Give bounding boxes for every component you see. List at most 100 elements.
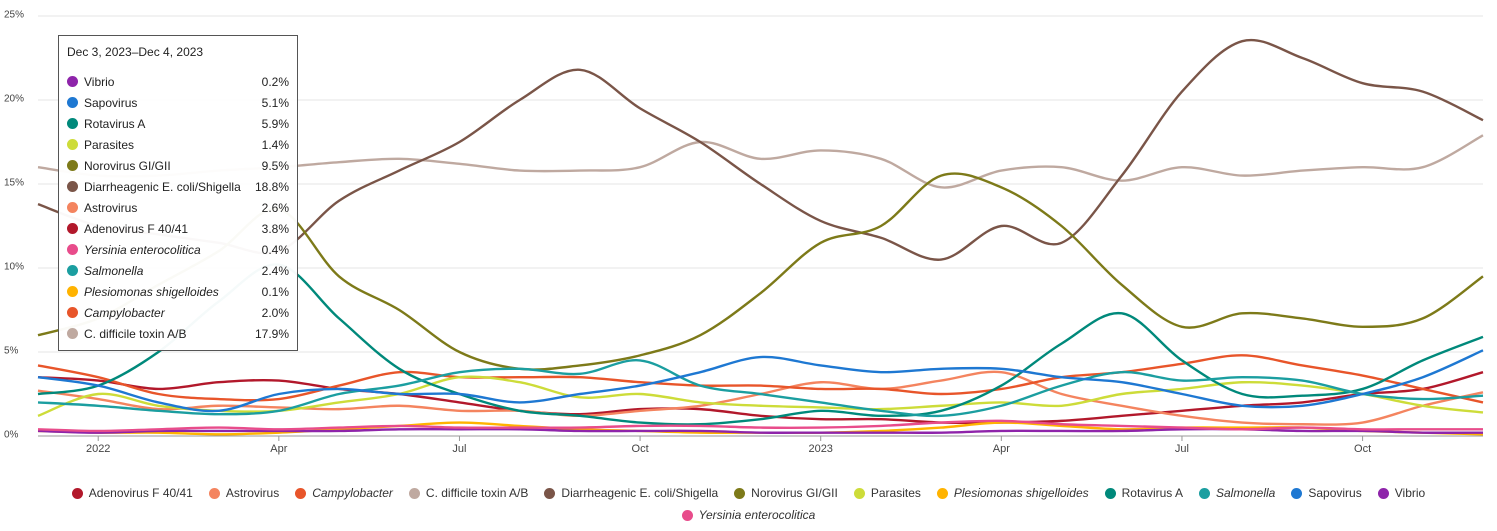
- tooltip-name: Adenovirus F 40/41: [84, 221, 189, 236]
- tooltip-name: C. difficile toxin A/B: [84, 326, 187, 341]
- tooltip-swatch: [67, 97, 78, 108]
- tooltip-swatch: [67, 265, 78, 276]
- tooltip-value: 1.4%: [261, 137, 289, 152]
- tooltip-row: Astrovirus 2.6%: [67, 197, 289, 218]
- series-line: [37, 419, 1483, 433]
- tooltip-swatch: [67, 202, 78, 213]
- legend-item: Salmonella: [1198, 486, 1275, 500]
- tooltip-name: Yersinia enterocolitica: [84, 242, 201, 257]
- legend-item: Diarrheagenic E. coli/Shigella: [544, 486, 718, 500]
- tooltip-row: Salmonella 2.4%: [67, 260, 289, 281]
- x-tick-label: 2022: [86, 443, 110, 455]
- x-tick-label: Apr: [270, 443, 287, 455]
- legend-label: Parasites: [870, 486, 921, 500]
- y-tick-label: 15%: [4, 178, 24, 189]
- legend-label: Sapovirus: [1308, 486, 1362, 500]
- legend-swatch: [1377, 487, 1389, 499]
- tooltip-swatch: [67, 223, 78, 234]
- legend-swatch: [1104, 487, 1116, 499]
- legend-label: Astrovirus: [225, 486, 280, 500]
- x-tick-label: Oct: [1354, 443, 1371, 455]
- x-tick-label: Apr: [993, 443, 1010, 455]
- legend-swatch: [681, 509, 693, 521]
- series-line: [37, 349, 1484, 413]
- tooltip-row: Campylobacter 2.0%: [67, 302, 289, 323]
- tooltip-row: Adenovirus F 40/41 3.8%: [67, 218, 289, 239]
- legend-label: Campylobacter: [312, 486, 393, 500]
- legend-item: Astrovirus: [208, 486, 280, 500]
- tooltip-row: Parasites 1.4%: [67, 134, 289, 155]
- tooltip-swatch: [67, 76, 78, 87]
- tooltip-swatch: [67, 286, 78, 297]
- tooltip-name: Parasites: [84, 137, 135, 152]
- tooltip-name: Campylobacter: [84, 305, 165, 320]
- legend-item: Rotavirus A: [1104, 486, 1183, 500]
- legend-item: Norovirus GI/GII: [734, 486, 838, 500]
- tooltip-swatch: [67, 307, 78, 318]
- tooltip-name: Plesiomonas shigelloides: [84, 284, 219, 299]
- y-tick-label: 5%: [4, 346, 19, 357]
- tooltip-row: C. difficile toxin A/B 17.9%: [67, 323, 289, 344]
- legend-label: Vibrio: [1394, 486, 1426, 500]
- tooltip-value: 0.2%: [261, 74, 289, 89]
- tooltip-name: Norovirus GI/GII: [84, 158, 171, 173]
- legend-label: Adenovirus F 40/41: [88, 486, 193, 500]
- y-tick-label: 10%: [4, 262, 24, 273]
- tooltip-swatch: [67, 139, 78, 150]
- tooltip-value: 0.4%: [261, 242, 289, 257]
- legend-item: Adenovirus F 40/41: [71, 486, 193, 500]
- legend-swatch: [1291, 487, 1303, 499]
- y-tick-label: 0%: [4, 430, 19, 441]
- tooltip-value: 0.1%: [261, 284, 289, 299]
- tooltip-row: Diarrheagenic E. coli/Shigella 18.8%: [67, 176, 289, 197]
- tooltip-row: Yersinia enterocolitica 0.4%: [67, 239, 289, 260]
- legend-item: Plesiomonas shigelloides: [936, 486, 1089, 500]
- legend-swatch: [1198, 487, 1210, 499]
- tooltip-title: Dec 3, 2023–Dec 4, 2023: [67, 45, 204, 59]
- tooltip-value: 18.8%: [254, 179, 289, 194]
- legend-swatch: [208, 487, 220, 499]
- tooltip-value: 5.9%: [261, 116, 289, 131]
- tooltip-row: Norovirus GI/GII 9.5%: [67, 155, 289, 176]
- legend-label: Diarrheagenic E. coli/Shigella: [561, 486, 719, 500]
- legend-item: Parasites: [853, 486, 921, 500]
- tooltip-name: Rotavirus A: [84, 116, 146, 131]
- tooltip: Dec 3, 2023–Dec 4, 2023 Vibrio 0.2% Sapovi…: [58, 35, 298, 351]
- legend-label: Plesiomonas shigelloides: [953, 486, 1089, 500]
- tooltip-name: Salmonella: [84, 263, 144, 278]
- legend-item: Yersinia enterocolitica: [681, 508, 816, 522]
- legend-label: Yersinia enterocolitica: [698, 508, 816, 522]
- tooltip-row: Sapovirus 5.1%: [67, 92, 289, 113]
- tooltip-name: Vibrio: [84, 74, 115, 89]
- legend-swatch: [408, 487, 420, 499]
- tooltip-row: Rotavirus A 5.9%: [67, 113, 289, 134]
- legend-label: Rotavirus A: [1121, 486, 1183, 500]
- tooltip-name: Diarrheagenic E. coli/Shigella: [84, 179, 241, 194]
- legend-label: Norovirus GI/GII: [751, 486, 838, 500]
- tooltip-swatch: [67, 181, 78, 192]
- tooltip-value: 9.5%: [261, 158, 289, 173]
- tooltip-swatch: [67, 328, 78, 339]
- legend-swatch: [71, 487, 83, 499]
- tooltip-name: Sapovirus: [84, 95, 138, 110]
- legend-swatch: [853, 487, 865, 499]
- x-tick-label: Oct: [632, 443, 649, 455]
- legend-swatch: [544, 487, 556, 499]
- legend: Adenovirus F 40/41 Astrovirus Campylobacte…: [20, 486, 1477, 522]
- tooltip-swatch: [67, 244, 78, 255]
- y-tick-label: 20%: [4, 94, 24, 105]
- legend-label: C. difficile toxin A/B: [425, 486, 529, 500]
- tooltip-row: Vibrio 0.2%: [67, 71, 289, 92]
- tooltip-value: 5.1%: [261, 95, 289, 110]
- legend-item: C. difficile toxin A/B: [408, 486, 529, 500]
- x-tick-label: Jul: [452, 443, 466, 455]
- legend-swatch: [734, 487, 746, 499]
- legend-item: Campylobacter: [295, 486, 393, 500]
- tooltip-swatch: [67, 118, 78, 129]
- tooltip-value: 17.9%: [254, 326, 289, 341]
- legend-swatch: [936, 487, 948, 499]
- tooltip-value: 2.4%: [261, 263, 289, 278]
- tooltip-value: 3.8%: [261, 221, 289, 236]
- x-tick-label: 2023: [808, 443, 832, 455]
